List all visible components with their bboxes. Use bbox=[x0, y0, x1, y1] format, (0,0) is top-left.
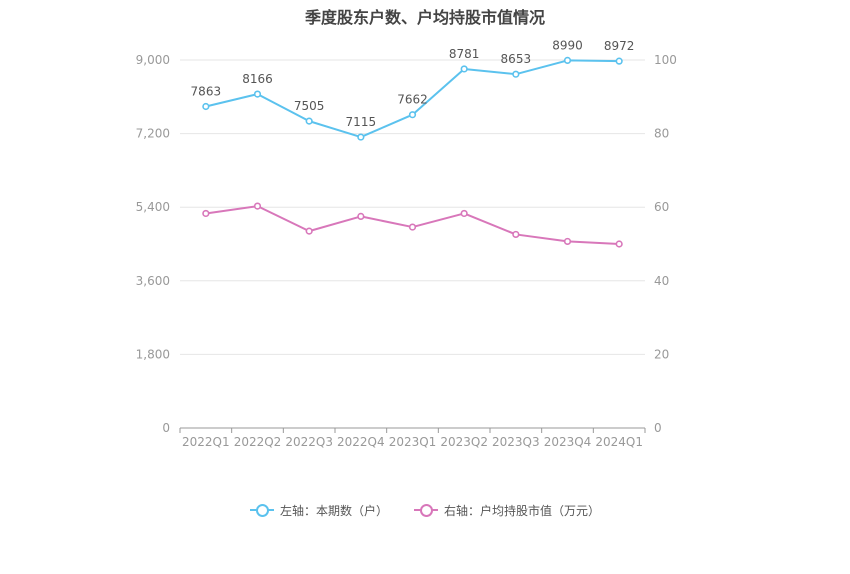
data-point bbox=[408, 111, 417, 119]
data-point bbox=[253, 202, 262, 210]
data-label: 7115 bbox=[346, 115, 377, 129]
legend-line-marker-icon bbox=[249, 503, 274, 517]
data-point bbox=[512, 70, 520, 78]
data-point bbox=[563, 237, 572, 246]
y-left-tick-label: 7,200 bbox=[136, 127, 170, 141]
data-point bbox=[305, 227, 313, 235]
data-point bbox=[202, 102, 210, 111]
data-point bbox=[202, 209, 210, 218]
y-left-tick-label: 5,400 bbox=[136, 200, 170, 214]
data-point bbox=[460, 65, 468, 73]
x-tick-label: 2022Q1 bbox=[182, 435, 230, 449]
y-right-tick-label: 40 bbox=[654, 274, 669, 288]
y-left-tick-label: 0 bbox=[162, 421, 170, 435]
x-tick-label: 2023Q4 bbox=[544, 435, 592, 449]
y-right-tick-label: 80 bbox=[654, 127, 669, 141]
legend-item-left-series[interactable]: 左轴：本期数（户） bbox=[249, 502, 388, 519]
data-point bbox=[253, 90, 262, 98]
x-tick-label: 2022Q4 bbox=[337, 435, 385, 449]
data-label: 7863 bbox=[191, 84, 222, 98]
data-label: 8972 bbox=[604, 39, 635, 53]
data-point bbox=[357, 133, 365, 141]
x-tick-label: 2024Q1 bbox=[595, 435, 643, 449]
x-tick-label: 2022Q3 bbox=[285, 435, 333, 449]
data-label: 8166 bbox=[242, 72, 273, 86]
y-right-tick-label: 0 bbox=[654, 421, 662, 435]
x-tick-label: 2022Q2 bbox=[234, 435, 282, 449]
data-label: 7662 bbox=[397, 93, 428, 107]
data-point bbox=[615, 57, 623, 65]
data-label: 7505 bbox=[294, 99, 325, 113]
legend-label-right-series: 右轴：户均持股市值（万元） bbox=[444, 503, 601, 518]
data-point bbox=[615, 240, 623, 248]
y-right-tick-label: 100 bbox=[654, 53, 677, 67]
y-left-tick-label: 1,800 bbox=[136, 347, 170, 361]
x-tick-label: 2023Q3 bbox=[492, 435, 540, 449]
data-point bbox=[512, 230, 520, 239]
y-left-tick-label: 3,600 bbox=[136, 274, 170, 288]
data-point bbox=[305, 117, 313, 125]
y-right-tick-label: 20 bbox=[654, 347, 669, 361]
chart-legend: 左轴：本期数（户） 右轴：户均持股市值（万元） bbox=[0, 500, 850, 520]
data-point bbox=[460, 209, 468, 218]
data-point bbox=[357, 212, 365, 220]
y-right-tick-label: 60 bbox=[654, 200, 669, 214]
data-label: 8781 bbox=[449, 47, 480, 61]
chart-title: 季度股东户数、户均持股市值情况 bbox=[304, 8, 545, 27]
x-tick-label: 2023Q1 bbox=[389, 435, 437, 449]
data-label: 8653 bbox=[501, 52, 532, 66]
data-point bbox=[408, 223, 417, 231]
data-label: 8990 bbox=[552, 38, 583, 52]
data-point bbox=[563, 56, 572, 65]
legend-label-left-series: 左轴：本期数（户） bbox=[279, 503, 388, 518]
legend-item-right-series[interactable]: 右轴：户均持股市值（万元） bbox=[414, 502, 600, 519]
y-left-tick-label: 9,000 bbox=[136, 53, 170, 67]
legend-line-marker-icon bbox=[414, 503, 438, 517]
x-tick-label: 2023Q2 bbox=[440, 435, 488, 449]
